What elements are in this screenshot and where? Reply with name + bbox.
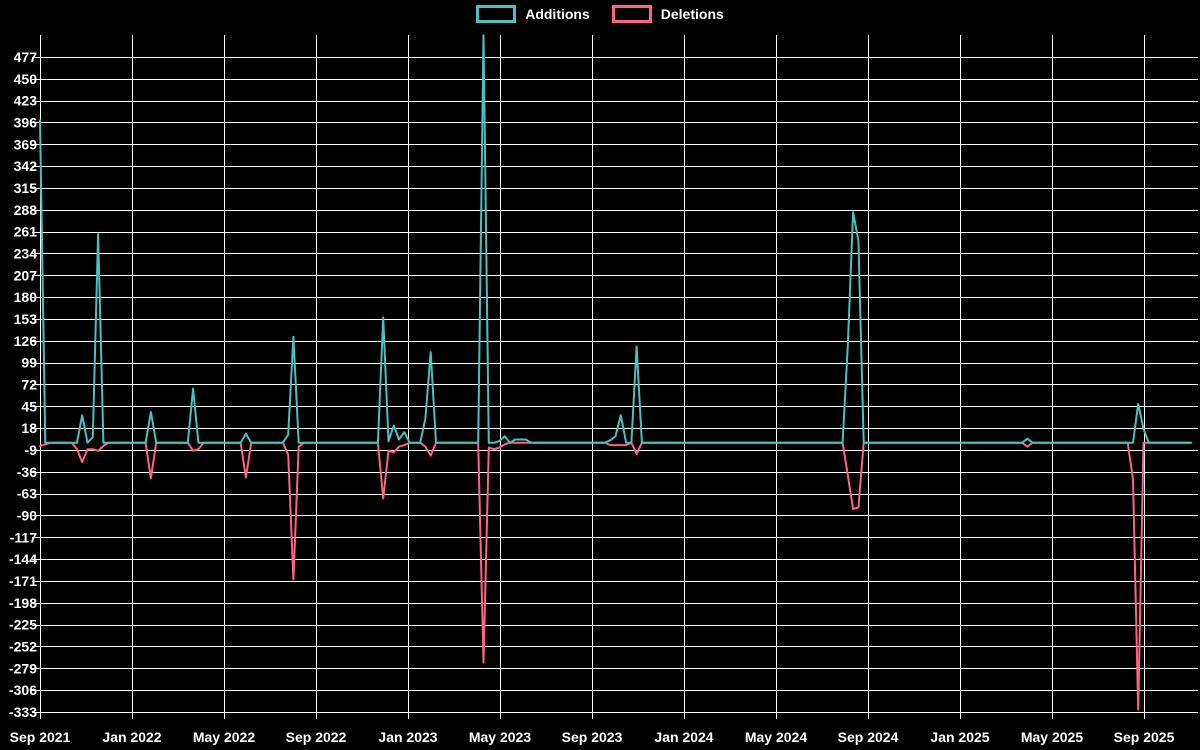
y-axis-tick-label: 45 [21,398,37,414]
y-axis-tick-label: 126 [14,333,38,349]
y-axis-tick-label: -306 [9,682,37,698]
legend-label-additions: Additions [525,6,590,22]
y-axis-tick-label: -171 [9,573,37,589]
x-axis-tick-label: Sep 2022 [286,729,347,745]
y-axis-tick-label: -117 [10,529,37,545]
x-axis-tick-label: Sep 2021 [10,729,71,745]
y-axis-tick-label: -252 [9,638,37,654]
y-axis-tick-label: 288 [14,202,38,218]
y-axis-tick-label: 315 [14,180,38,196]
y-axis-tick-label: 180 [14,289,38,305]
y-axis-tick-label: 153 [14,311,38,327]
x-axis-tick-label: Sep 2025 [1114,729,1175,745]
y-axis-tick-label: 261 [14,224,38,240]
y-axis-tick-label: 477 [14,49,38,65]
gridlines [32,35,1198,719]
y-axis-tick-label: -90 [17,507,37,523]
y-axis-tick-label: -333 [9,704,37,720]
x-axis-tick-label: May 2025 [1021,729,1083,745]
y-axis-tick-label: -144 [9,551,37,567]
y-axis-tick-label: -198 [9,595,37,611]
y-axis-tick-label: -279 [9,660,37,676]
x-axis-tick-label: Sep 2024 [838,729,899,745]
legend-label-deletions: Deletions [660,6,724,22]
additions-line [39,34,1192,444]
chart-legend: Additions Deletions [0,5,1200,23]
additions-swatch-icon [476,5,517,23]
y-axis-labels: 477 450 423 396 369 342 315 288 261 234 207 180 153 1… [9,49,37,720]
x-axis-tick-label: Jan 2025 [930,729,989,745]
y-axis-tick-label: 369 [14,136,38,152]
y-axis-tick-label: -36 [17,464,37,480]
y-axis-tick-label: 99 [21,355,37,371]
y-axis-tick-label: 234 [14,245,38,261]
y-axis-tick-label: 450 [14,71,38,87]
legend-item-deletions[interactable]: Deletions [611,5,724,23]
deletions-line [39,441,1192,711]
y-axis-tick-label: 72 [21,376,37,392]
y-axis-tick-label: 18 [21,420,37,436]
y-axis-tick-label: 207 [14,267,38,283]
x-axis-labels: Sep 2021 Jan 2022 May 2022 Sep 2022 Jan 2023… [10,729,1175,745]
deletions-swatch-icon [611,5,652,23]
legend-item-additions[interactable]: Additions [476,5,590,23]
y-axis-tick-label: -225 [9,617,37,633]
x-axis-tick-label: May 2024 [745,729,807,745]
x-axis-tick-label: Jan 2024 [654,729,713,745]
x-axis-tick-label: Jan 2023 [378,729,437,745]
y-axis-tick-label: 396 [14,114,38,130]
x-axis-tick-label: Jan 2022 [102,729,161,745]
y-axis-tick-label: 423 [14,93,38,109]
x-axis-tick-label: May 2023 [469,729,531,745]
x-axis-tick-label: Sep 2023 [562,729,623,745]
y-axis-tick-label: 342 [14,158,38,174]
x-axis-tick-label: May 2022 [193,729,255,745]
y-axis-tick-label: -63 [17,486,37,502]
y-axis-tick-label: -9 [25,442,38,458]
